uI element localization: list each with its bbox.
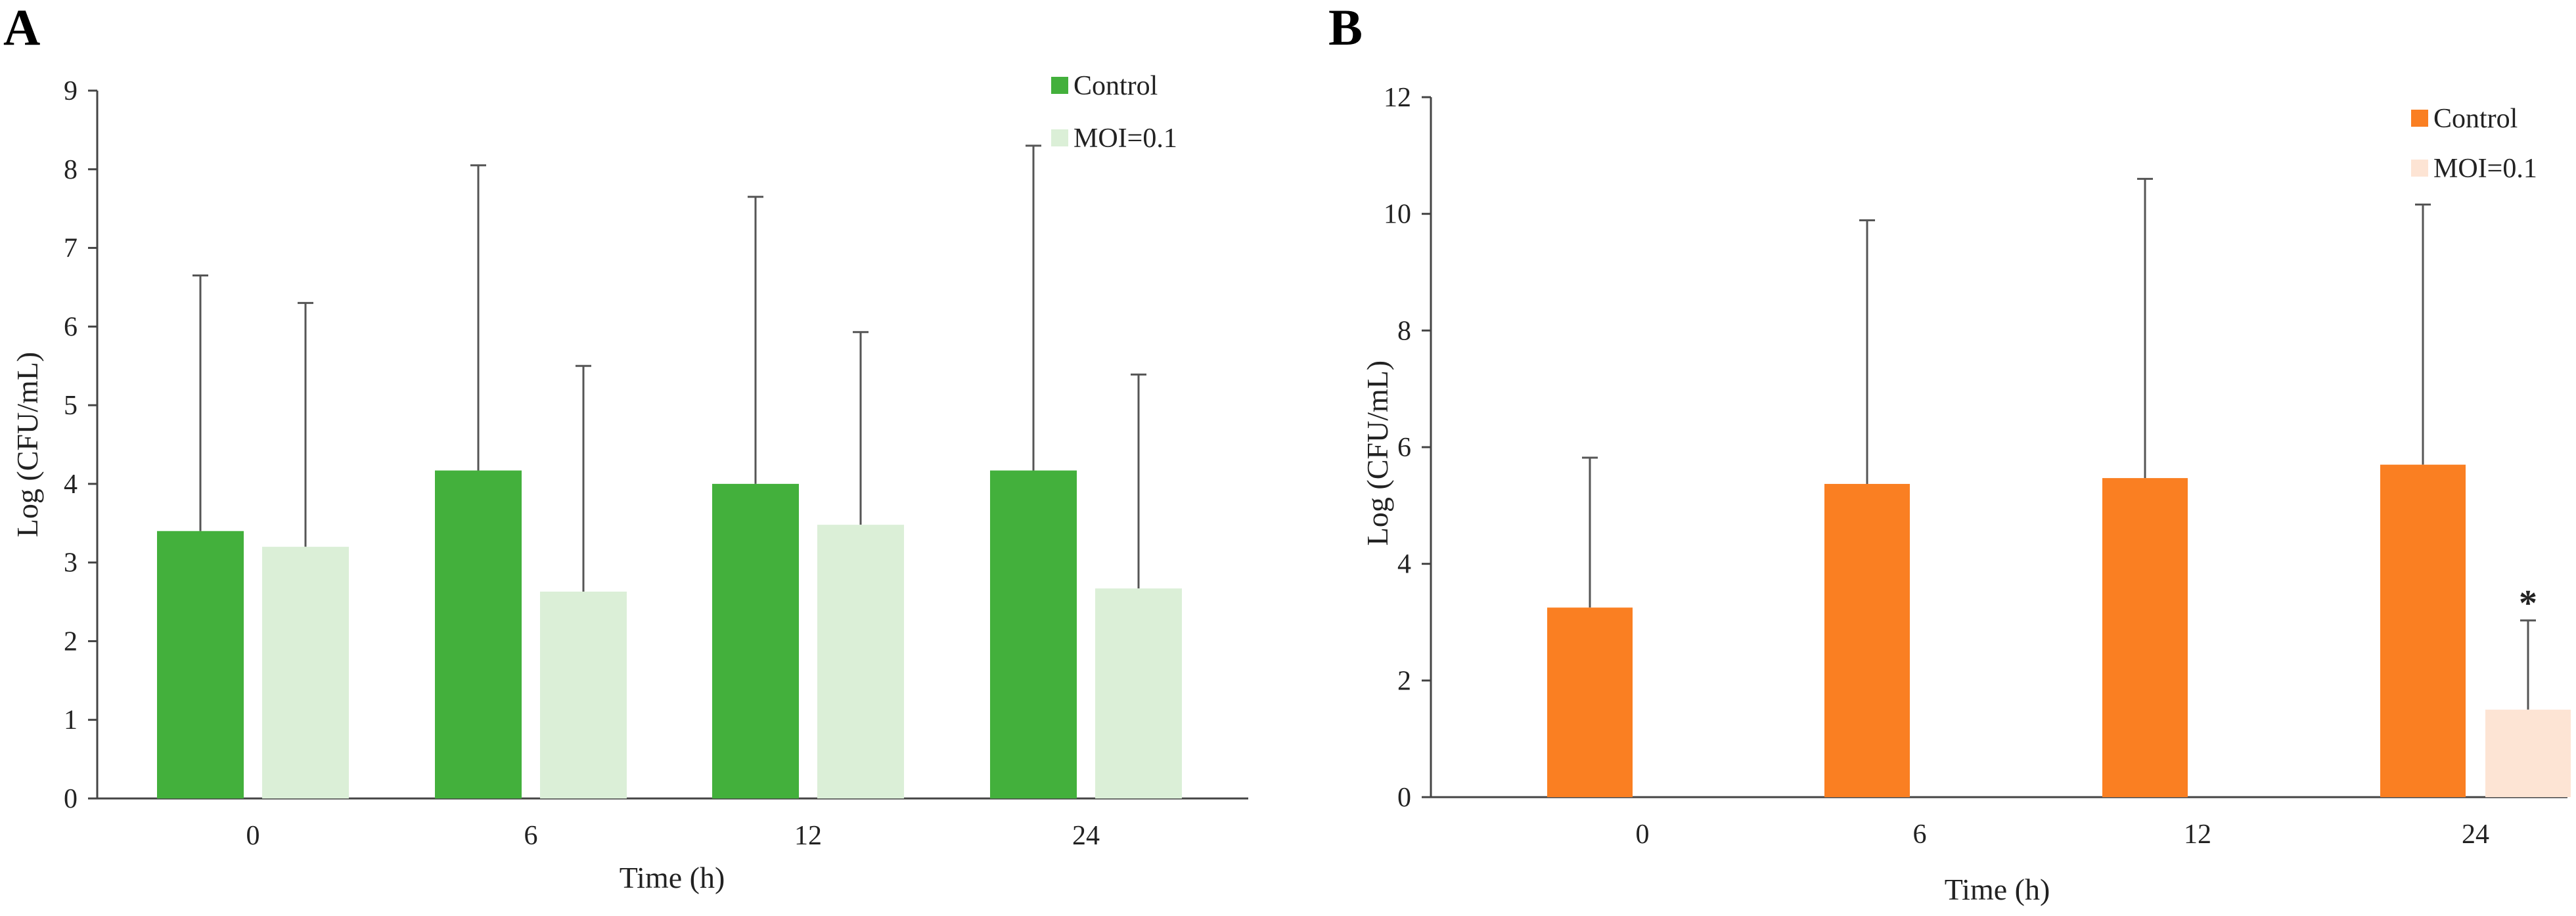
panel-a-x-tick-label: 0 xyxy=(246,821,260,851)
panel-b-error-bars xyxy=(1582,177,2536,710)
panel-b-bar-control-6 xyxy=(1824,483,1910,797)
panel-a-legend: Control MOI=0.1 xyxy=(1051,71,1177,154)
panel-a-y-tick-label: 2 xyxy=(64,626,78,657)
panel-b-y-ticks: 0 2 4 6 8 10 12 xyxy=(1384,83,1431,813)
panel-a-y-ticks: 0 1 2 3 4 5 6 7 8 9 xyxy=(64,76,97,814)
panel-a-bar-moi-6 xyxy=(540,591,627,798)
panel-b-x-axis-title: Time (h) xyxy=(1945,873,2050,906)
panel-b-bar-control-24 xyxy=(2380,464,2466,797)
panel-a-y-tick-label: 8 xyxy=(64,155,78,185)
panel-b-legend-label-control: Control xyxy=(2433,104,2518,134)
panel-a-y-tick-label: 1 xyxy=(64,705,78,735)
panel-a-bar-moi-24 xyxy=(1095,588,1182,798)
panel-a-y-tick-label: 9 xyxy=(64,76,78,106)
panel-a-bar-control-0 xyxy=(157,531,244,798)
panel-b-legend: Control MOI=0.1 xyxy=(2411,104,2537,184)
panel-b-x-ticks: 0 6 12 24 xyxy=(1636,819,2490,850)
panel-b-label: B xyxy=(1328,0,1363,56)
panel-a-y-tick-label: 7 xyxy=(64,234,78,264)
panel-b-y-tick-label: 0 xyxy=(1397,783,1411,813)
panel-b-bar-control-12 xyxy=(2102,478,2188,797)
panel-a-y-tick-label: 6 xyxy=(64,312,78,342)
panel-a-bar-control-24 xyxy=(990,470,1077,798)
panel-a-x-tick-label: 6 xyxy=(524,821,538,851)
panel-a-legend-label-moi: MOI=0.1 xyxy=(1073,123,1177,154)
panel-a-error-bars xyxy=(192,144,1146,592)
panel-b-bars xyxy=(1547,464,2571,797)
panel-a-bar-control-12 xyxy=(712,483,799,798)
panel-b-y-tick-label: 12 xyxy=(1384,83,1411,113)
panel-a-y-axis-title: Log (CFU/mL) xyxy=(11,352,44,537)
panel-a-bar-moi-12 xyxy=(817,525,904,798)
panel-b-significance-marker: * xyxy=(2519,583,2537,624)
panel-a-x-tick-label: 24 xyxy=(1072,821,1100,851)
panel-a-legend-swatch-control xyxy=(1051,77,1068,94)
panel-b-x-tick-label: 6 xyxy=(1913,819,1927,850)
panel-a-x-axis-title: Time (h) xyxy=(620,861,725,894)
panel-b-legend-swatch-control xyxy=(2411,110,2428,127)
panel-b-y-tick-label: 4 xyxy=(1397,550,1411,580)
panel-a-legend-swatch-moi xyxy=(1051,129,1068,146)
panel-b-annotations: * xyxy=(2519,583,2537,624)
panel-b-legend-label-moi: MOI=0.1 xyxy=(2433,154,2537,184)
panel-b-y-tick-label: 6 xyxy=(1397,433,1411,463)
panel-a-x-tick-label: 12 xyxy=(794,821,822,851)
panel-a-y-tick-label: 5 xyxy=(64,391,78,421)
panel-b-bar-moi-24 xyxy=(2485,709,2571,797)
panel-b-y-tick-label: 10 xyxy=(1384,200,1411,230)
panel-a-bar-control-6 xyxy=(435,470,522,798)
panel-b-x-tick-label: 12 xyxy=(2184,819,2211,850)
panel-b-y-tick-label: 2 xyxy=(1397,666,1411,696)
panel-b-x-tick-label: 0 xyxy=(1636,819,1650,850)
panel-a-y-tick-label: 0 xyxy=(64,784,78,814)
panel-b-x-tick-label: 24 xyxy=(2462,819,2489,850)
panel-b-y-axis-title: Log (CFU/mL) xyxy=(1361,360,1394,546)
panel-a-bars xyxy=(157,470,1182,798)
panel-a-x-ticks: 0 6 12 24 xyxy=(246,821,1100,851)
panel-b-bar-control-0 xyxy=(1547,607,1633,797)
panel-a-y-tick-label: 4 xyxy=(64,469,78,500)
panel-b-legend-swatch-moi xyxy=(2411,160,2428,177)
panel-a-bar-moi-0 xyxy=(262,546,349,798)
panel-b-y-tick-label: 8 xyxy=(1397,316,1411,346)
panel-a-y-tick-label: 3 xyxy=(64,548,78,578)
panel-a-legend-label-control: Control xyxy=(1073,71,1158,101)
panel-a-label: A xyxy=(3,0,40,56)
